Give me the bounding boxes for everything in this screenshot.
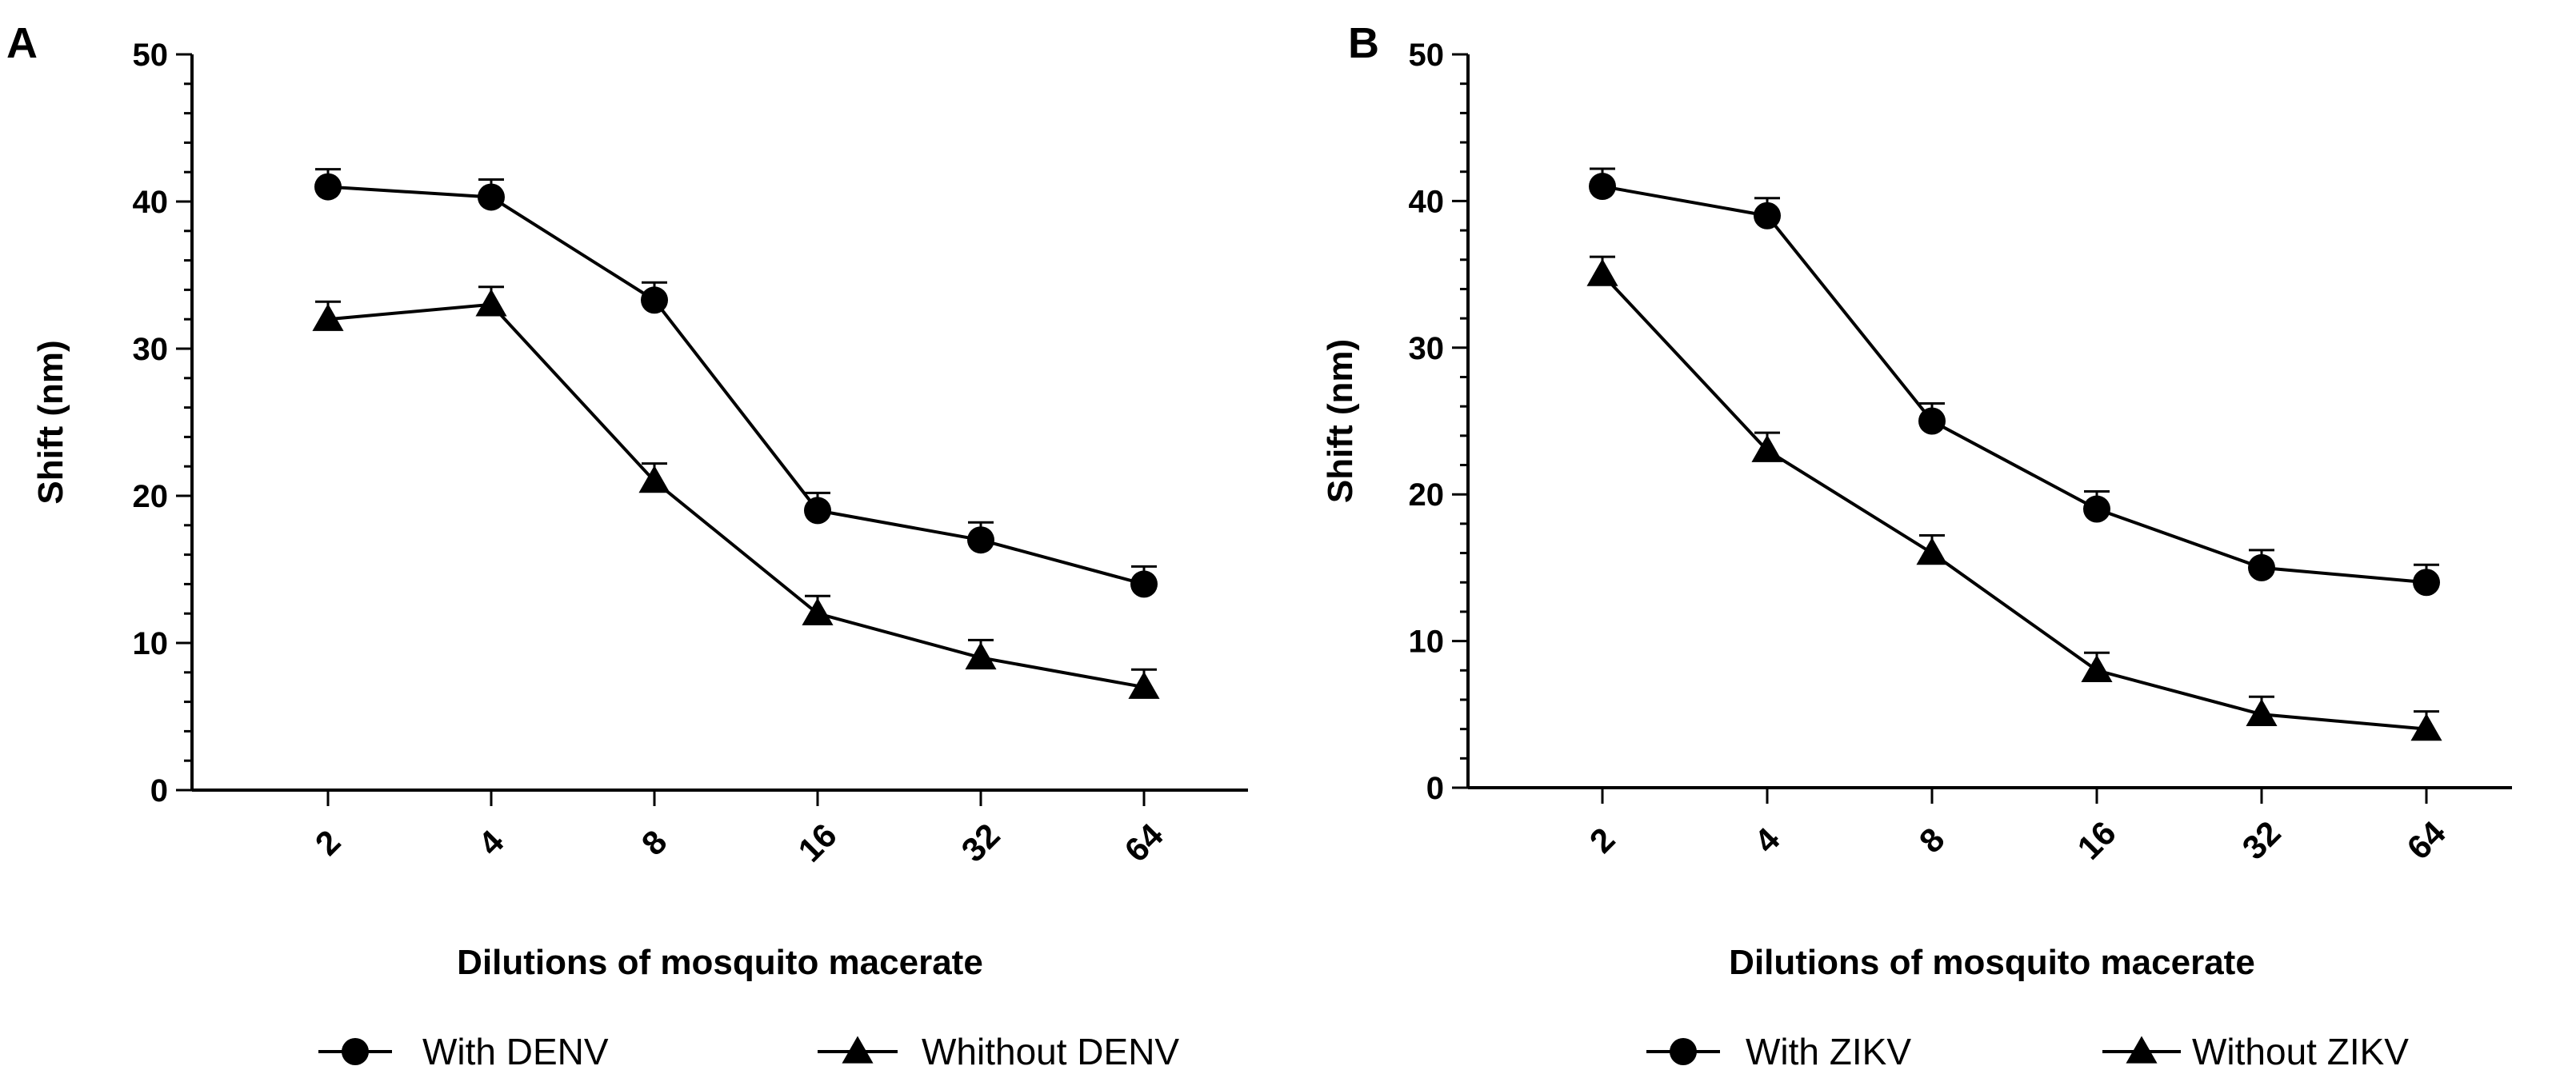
x-tick-label: 64 xyxy=(2400,813,2454,867)
data-point-circle xyxy=(2248,553,2275,581)
legend-label: Whithout DENV xyxy=(922,1031,1179,1072)
x-tick-label: 8 xyxy=(1912,820,1952,860)
data-point-circle xyxy=(1589,173,1616,201)
y-tick-label: 10 xyxy=(1409,625,1445,660)
data-point-circle xyxy=(1130,570,1158,598)
legend-label: Without ZIKV xyxy=(2192,1031,2409,1072)
data-point-triangle xyxy=(2081,654,2113,682)
x-tick-label: 64 xyxy=(1118,816,1171,869)
x-tick-label: 32 xyxy=(954,816,1007,869)
series-line xyxy=(327,185,1145,586)
series-line xyxy=(1601,273,2427,731)
series-whithout-denv xyxy=(312,285,1160,699)
legend-label: With ZIKV xyxy=(1746,1031,1911,1072)
x-axis-title: Dilutions of mosquito macerate xyxy=(457,943,983,982)
y-tick-label: 50 xyxy=(133,38,169,73)
series-without-zikv xyxy=(1586,255,2442,741)
y-tick-label: 40 xyxy=(1409,184,1445,219)
y-tick-label: 50 xyxy=(1409,38,1445,73)
y-tick-label: 10 xyxy=(133,626,169,661)
legend-item: With DENV xyxy=(318,1031,609,1072)
panel-label: A xyxy=(6,19,38,67)
data-point-triangle xyxy=(802,597,834,625)
series-line xyxy=(1602,185,2427,585)
data-point-triangle xyxy=(1751,434,1783,462)
panel-label: B xyxy=(1348,19,1379,67)
data-point-circle xyxy=(1918,407,1946,435)
data-point-triangle xyxy=(1128,671,1160,699)
series-with-denv xyxy=(314,168,1158,598)
chart-panel-b: B 0 10 20 30 40 50 2 4 8 16 32 64 Shift (nm) Dilutions… xyxy=(1321,19,2512,1072)
legend-label: With DENV xyxy=(422,1031,609,1072)
series-line xyxy=(327,302,1145,689)
legend-marker-triangle xyxy=(842,1036,874,1064)
legend-item: With ZIKV xyxy=(1646,1031,1911,1072)
data-point-triangle xyxy=(2246,698,2278,726)
x-tick-label: 32 xyxy=(2235,814,2288,867)
legend-marker-circle xyxy=(1670,1038,1697,1065)
x-tick-label: 4 xyxy=(1747,820,1787,860)
data-point-triangle xyxy=(2410,713,2442,741)
data-point-triangle xyxy=(475,289,507,317)
y-tick-label: 0 xyxy=(150,773,168,808)
data-point-circle xyxy=(2083,495,2110,523)
y-tick-label: 30 xyxy=(133,332,169,367)
data-point-triangle xyxy=(1586,258,1618,286)
data-point-triangle xyxy=(312,303,344,331)
x-tick-label: 4 xyxy=(471,822,511,862)
data-point-triangle xyxy=(1916,537,1948,565)
data-point-circle xyxy=(1754,202,1781,230)
series-with-zikv xyxy=(1589,167,2440,597)
x-tick-label: 16 xyxy=(2070,814,2123,867)
y-tick-label: 30 xyxy=(1409,331,1445,366)
y-tick-label: 0 xyxy=(1426,771,1444,806)
legend-item: Whithout DENV xyxy=(818,1031,1179,1072)
legend-item: Without ZIKV xyxy=(2102,1031,2409,1072)
data-point-circle xyxy=(314,173,342,201)
x-axis-title: Dilutions of mosquito macerate xyxy=(1729,943,2255,982)
y-tick-label: 20 xyxy=(1409,477,1445,513)
data-point-circle xyxy=(478,183,505,211)
legend-marker-circle xyxy=(342,1038,369,1065)
x-tick-label: 8 xyxy=(634,823,674,863)
y-tick-label: 20 xyxy=(133,479,169,514)
y-axis-title: Shift (nm) xyxy=(1321,339,1360,503)
x-tick-label: 2 xyxy=(308,823,348,863)
data-point-triangle xyxy=(965,641,997,670)
data-point-circle xyxy=(641,286,668,314)
legend-marker-triangle xyxy=(2126,1036,2158,1064)
data-point-circle xyxy=(2413,569,2440,597)
data-point-triangle xyxy=(638,465,670,493)
data-point-circle xyxy=(804,497,831,525)
y-tick-label: 40 xyxy=(133,185,169,220)
x-tick-label: 2 xyxy=(1582,820,1622,860)
chart-panel-a: A 0 10 20 30 40 50 2 4 8 16 32 64 Shift (nm) Dilutions… xyxy=(6,19,1248,1072)
data-point-circle xyxy=(967,526,994,554)
y-axis-title: Shift (nm) xyxy=(31,340,70,504)
x-tick-label: 16 xyxy=(791,816,844,869)
